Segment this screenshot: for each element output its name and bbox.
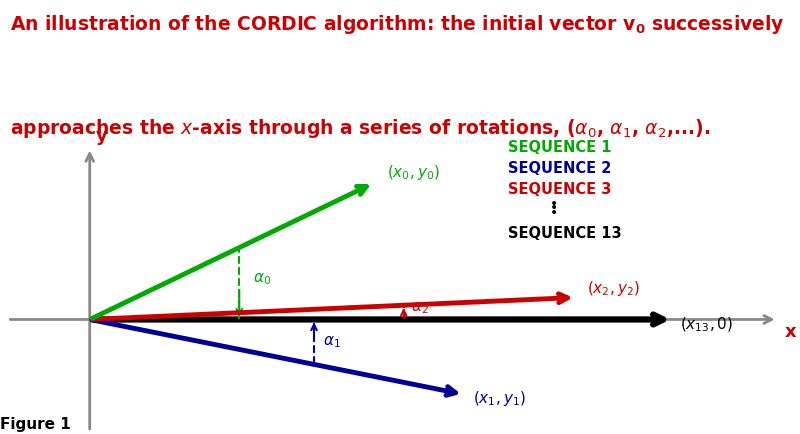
Text: $\alpha_0$: $\alpha_0$ [253, 271, 271, 287]
Text: An illustration of the CORDIC algorithm: the initial vector $\mathbf{v_0}$ succe: An illustration of the CORDIC algorithm:… [10, 13, 784, 36]
Text: •: • [550, 201, 558, 215]
Text: $(x_{13}, 0)$: $(x_{13}, 0)$ [680, 316, 734, 334]
Text: •: • [550, 197, 558, 210]
Text: x: x [785, 323, 797, 341]
Text: $\alpha_1$: $\alpha_1$ [323, 335, 341, 350]
Text: $(x_2, y_2)$: $(x_2, y_2)$ [587, 279, 640, 299]
Text: $(x_1, y_1)$: $(x_1, y_1)$ [473, 389, 526, 408]
Text: SEQUENCE 3: SEQUENCE 3 [509, 182, 612, 197]
Text: SEQUENCE 1: SEQUENCE 1 [509, 140, 612, 155]
Text: Figure 1: Figure 1 [0, 417, 70, 432]
Text: •: • [550, 206, 558, 220]
Text: SEQUENCE 2: SEQUENCE 2 [509, 161, 612, 176]
Text: y: y [96, 128, 107, 145]
Text: approaches the $\mathit{x}$-axis through a series of rotations, ($\alpha_0$, $\a: approaches the $\mathit{x}$-axis through… [10, 117, 710, 140]
Text: $(x_0, y_0)$: $(x_0, y_0)$ [387, 164, 440, 182]
Text: SEQUENCE 13: SEQUENCE 13 [509, 226, 622, 241]
Text: $\alpha_2$: $\alpha_2$ [411, 301, 429, 316]
